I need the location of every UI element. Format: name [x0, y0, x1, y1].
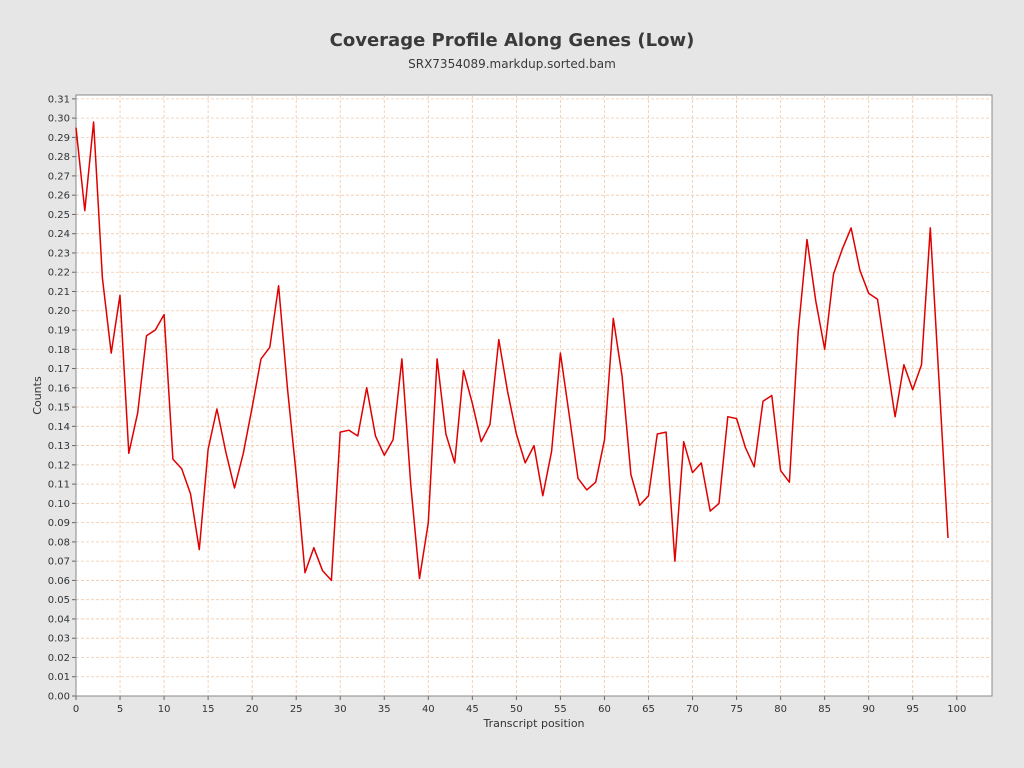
x-tick-label: 65 [642, 704, 655, 715]
x-tick-label: 35 [378, 704, 391, 715]
y-tick-label: 0.13 [48, 441, 70, 452]
y-tick-label: 0.05 [48, 595, 70, 606]
x-tick-label: 25 [290, 704, 303, 715]
y-tick-label: 0.09 [48, 518, 70, 529]
y-tick-label: 0.04 [48, 614, 70, 625]
y-tick-label: 0.01 [48, 672, 70, 683]
y-tick-label: 0.18 [48, 345, 70, 356]
y-tick-label: 0.19 [48, 326, 70, 337]
y-tick-label: 0.23 [48, 248, 70, 259]
y-tick-label: 0.00 [48, 692, 70, 703]
y-tick-label: 0.06 [48, 576, 70, 587]
y-tick-label: 0.21 [48, 287, 70, 298]
x-tick-label: 80 [774, 704, 787, 715]
x-tick-label: 15 [202, 704, 215, 715]
y-tick-label: 0.12 [48, 460, 70, 471]
x-tick-label: 90 [862, 704, 875, 715]
x-tick-label: 55 [554, 704, 567, 715]
axes: 0.00 0.01 0.02 0.03 0.04 0.05 0.06 0.07 0.08 0.09… [48, 94, 992, 715]
x-tick-label: 95 [906, 704, 919, 715]
y-tick-label: 0.28 [48, 152, 70, 163]
y-tick-label: 0.17 [48, 364, 70, 375]
x-axis-label: Transcript position [482, 717, 584, 730]
x-tick-label: 60 [598, 704, 611, 715]
y-tick-label: 0.22 [48, 268, 70, 279]
x-tick-label: 75 [730, 704, 743, 715]
x-tick-label: 0 [73, 704, 79, 715]
x-tick-label: 40 [422, 704, 435, 715]
x-tick-label: 20 [246, 704, 259, 715]
x-tick-label: 70 [686, 704, 699, 715]
y-tick-label: 0.31 [48, 94, 70, 105]
y-tick-label: 0.14 [48, 422, 70, 433]
x-tick-label: 5 [117, 704, 123, 715]
plot-area [75, 94, 993, 697]
x-tick-label: 45 [466, 704, 479, 715]
y-tick-label: 0.03 [48, 634, 70, 645]
y-tick-label: 0.16 [48, 383, 70, 394]
y-tick-label: 0.25 [48, 210, 70, 221]
x-tick-label: 30 [334, 704, 347, 715]
y-tick-label: 0.10 [48, 499, 70, 510]
y-tick-label: 0.11 [48, 480, 70, 491]
series-layer [75, 121, 949, 582]
x-tick-label: 100 [947, 704, 966, 715]
x-tick-label: 10 [158, 704, 171, 715]
y-tick-label: 0.26 [48, 191, 70, 202]
y-tick-label: 0.30 [48, 114, 70, 125]
y-axis-label: Counts [31, 376, 44, 415]
series-line [75, 121, 949, 582]
chart-subtitle: SRX7354089.markdup.sorted.bam [408, 57, 616, 71]
y-tick-label: 0.02 [48, 653, 70, 664]
y-tick-label: 0.07 [48, 557, 70, 568]
x-tick-label: 85 [818, 704, 831, 715]
y-tick-label: 0.08 [48, 537, 70, 548]
y-tick-label: 0.27 [48, 171, 70, 182]
x-tick-label: 50 [510, 704, 523, 715]
y-tick-label: 0.15 [48, 403, 70, 414]
y-tick-label: 0.20 [48, 306, 70, 317]
y-tick-label: 0.29 [48, 133, 70, 144]
chart-title: Coverage Profile Along Genes (Low) [329, 30, 695, 51]
y-tick-label: 0.24 [48, 229, 70, 240]
